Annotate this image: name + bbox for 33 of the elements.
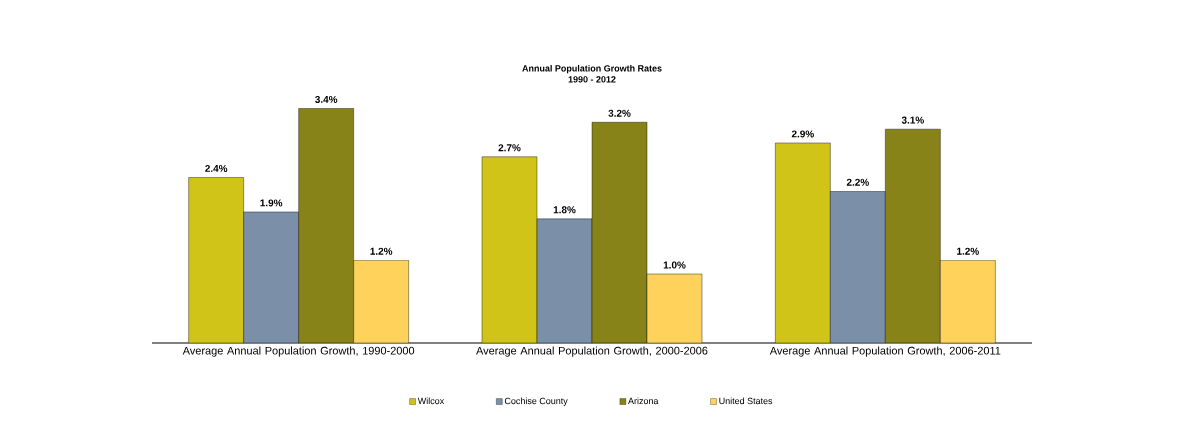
bar (940, 260, 996, 343)
bar (591, 122, 648, 343)
data-label: 3.2% (608, 109, 631, 117)
chart-title: Annual Population Growth Rates (522, 64, 662, 74)
data-label: 1.9% (260, 199, 283, 207)
legend-label: Wilcox (417, 397, 445, 405)
bar (298, 108, 354, 343)
bar (646, 273, 703, 343)
data-label: 1.8% (553, 206, 576, 214)
data-label: 3.4% (315, 95, 338, 103)
data-label: 1.2% (370, 247, 393, 255)
data-label: 2.7% (498, 144, 521, 152)
bar (188, 177, 244, 343)
x-tick-label: Average Annual Population Growth, 2006-2011 (769, 346, 1001, 357)
bar (885, 128, 941, 343)
data-label: 3.1% (901, 116, 924, 124)
data-label: 1.2% (957, 247, 979, 255)
legend-label: Arizona (628, 397, 659, 405)
bar (353, 260, 409, 343)
bar (830, 191, 886, 343)
bar (243, 211, 299, 343)
bar (481, 156, 538, 343)
legend-label: Cochise County (504, 397, 568, 406)
x-tick-label: Average Annual Population Growth, 1990-2000 (182, 346, 415, 357)
data-label: 2.9% (791, 130, 814, 138)
x-tick-label: Average Annual Population Growth, 2000-2006 (476, 346, 708, 357)
legend-label: United States (719, 397, 773, 405)
data-label: 1.0% (663, 261, 686, 269)
data-label: 2.4% (205, 164, 228, 172)
bar (775, 142, 831, 343)
data-label: 2.2% (846, 178, 869, 186)
bar (536, 218, 593, 343)
chart-subtitle: 1990 - 2012 (568, 76, 616, 83)
